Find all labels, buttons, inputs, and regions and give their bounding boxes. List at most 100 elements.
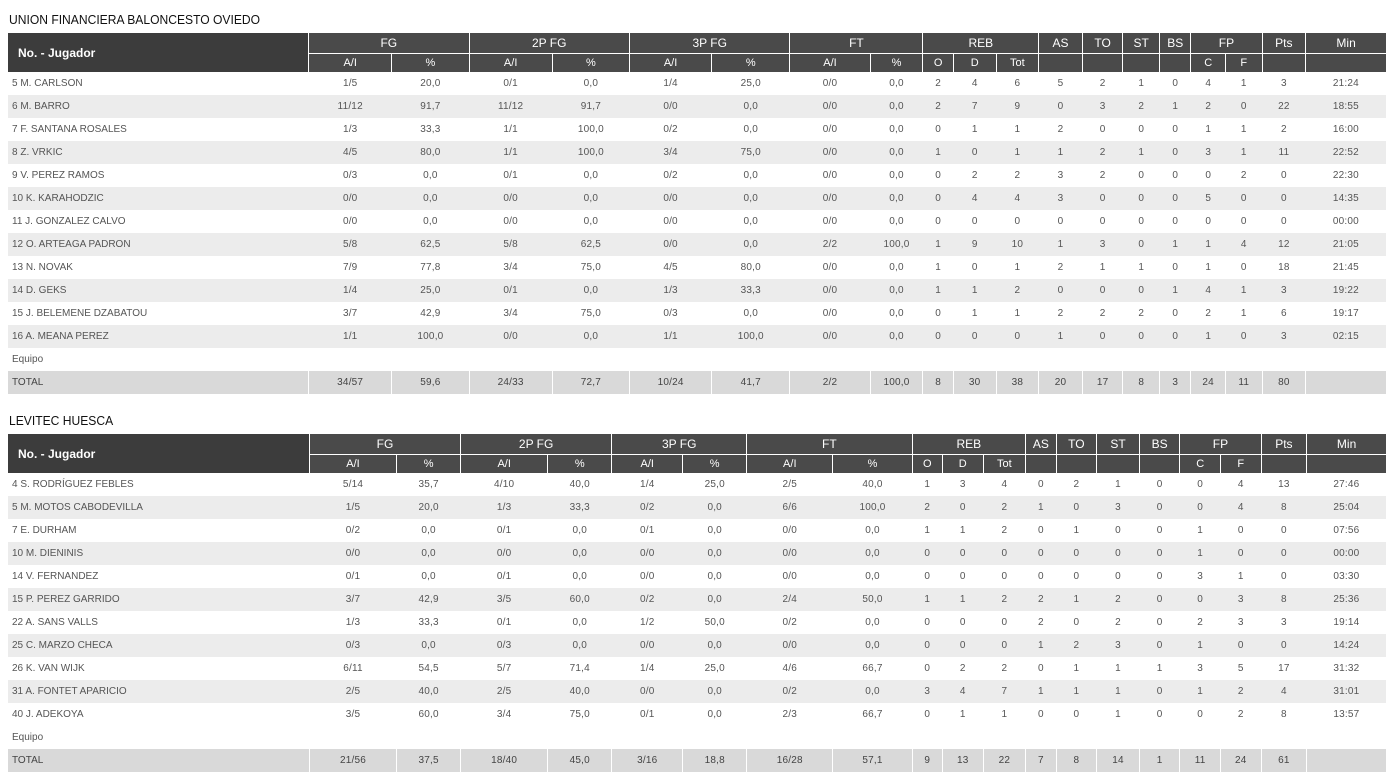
stat-bs: 0: [1139, 703, 1180, 726]
stat-reb-d: 0: [942, 634, 984, 657]
stat-st: 2: [1122, 302, 1160, 325]
stat-reb-tot: 0: [983, 634, 1026, 657]
stat-2p-ai: 5/7: [460, 657, 548, 680]
stat-2p-pct: 40,0: [547, 680, 612, 703]
total-fp-c: 11: [1179, 749, 1221, 772]
stat-bs: 1: [1139, 657, 1180, 680]
subheader-fp-c: C: [1190, 53, 1226, 72]
total-fp-f: 11: [1224, 371, 1262, 394]
stat-fg-ai: 1/3: [308, 118, 392, 141]
stat-ft-ai: 0/0: [789, 164, 871, 187]
stat-fg-pct: 0,0: [396, 565, 461, 588]
stat-fg-ai: 11/12: [308, 95, 392, 118]
player-name: 7 E. DURHAM: [8, 519, 310, 542]
team-title: UNION FINANCIERA BALONCESTO OVIEDO: [9, 12, 261, 27]
subheader-ft-ai: A/I: [746, 454, 833, 473]
total-reb-d: 13: [941, 749, 984, 772]
stat-fg-ai: 3/7: [309, 588, 397, 611]
stat-as: 0: [1025, 519, 1057, 542]
total-to: 8: [1055, 749, 1097, 772]
stat-3p-pct: 0,0: [711, 164, 790, 187]
empty-cell: [1159, 348, 1191, 371]
total-reb-d: 30: [952, 371, 997, 394]
stat-reb-o: 0: [912, 703, 943, 726]
total-min: [1305, 371, 1386, 394]
total-3p-pct: 41,7: [711, 371, 790, 394]
stat-ft-pct: 0,0: [832, 565, 913, 588]
stat-min: 27:46: [1306, 473, 1386, 496]
stat-to: 0: [1082, 279, 1123, 302]
stat-3p-ai: 1/4: [611, 657, 683, 680]
empty-cell: [1122, 348, 1160, 371]
empty-cell: [1139, 726, 1180, 749]
stat-pts: 22: [1262, 95, 1306, 118]
stat-fg-pct: 91,7: [391, 95, 470, 118]
stat-bs: 0: [1139, 565, 1180, 588]
stat-3p-pct: 33,3: [711, 279, 790, 302]
stat-as: 0: [1025, 565, 1057, 588]
stat-2p-pct: 0,0: [547, 542, 612, 565]
total-reb-o: 9: [911, 749, 943, 772]
stat-fp-f: 4: [1220, 473, 1262, 496]
stat-ft-pct: 0,0: [870, 164, 923, 187]
stat-reb-o: 1: [912, 519, 943, 542]
player-name: 15 P. PEREZ GARRIDO: [8, 588, 310, 611]
stat-st: 0: [1122, 279, 1160, 302]
stat-reb-o: 0: [922, 187, 954, 210]
stat-pts: 3: [1262, 72, 1306, 95]
stat-fp-c: 1: [1179, 519, 1221, 542]
stat-st: 0: [1122, 233, 1160, 256]
stat-3p-pct: 75,0: [711, 141, 790, 164]
stat-2p-pct: 91,7: [552, 95, 630, 118]
stat-bs: 0: [1159, 210, 1191, 233]
subheader-fg-ai: A/I: [308, 454, 397, 473]
stat-fg-ai: 2/5: [309, 680, 397, 703]
stat-fg-ai: 5/14: [309, 473, 397, 496]
stat-fp-f: 0: [1225, 95, 1262, 118]
stat-2p-ai: 3/4: [460, 703, 548, 726]
stat-2p-pct: 75,0: [552, 256, 630, 279]
stat-fp-f: 4: [1225, 233, 1262, 256]
subheader-as: [1025, 454, 1057, 473]
player-name: 10 K. KARAHODZIC: [8, 187, 309, 210]
stat-to: 3: [1082, 95, 1123, 118]
stat-reb-o: 0: [922, 325, 954, 348]
stat-2p-ai: 0/0: [469, 187, 553, 210]
stat-min: 02:15: [1305, 325, 1386, 348]
stat-fg-pct: 33,3: [396, 611, 461, 634]
total-fg-pct: 59,6: [391, 371, 470, 394]
stat-2p-ai: 0/1: [469, 279, 553, 302]
stat-reb-tot: 1: [983, 703, 1026, 726]
stat-min: 14:35: [1305, 187, 1386, 210]
stat-st: 0: [1096, 565, 1140, 588]
total-to: 17: [1081, 371, 1123, 394]
stat-pts: 0: [1262, 187, 1306, 210]
stat-bs: 1: [1159, 279, 1191, 302]
stat-fg-pct: 40,0: [396, 680, 461, 703]
empty-cell: [942, 726, 984, 749]
total-min: [1306, 749, 1386, 772]
stat-fg-pct: 0,0: [391, 164, 470, 187]
stat-3p-ai: 3/4: [629, 141, 712, 164]
stat-st: 3: [1096, 634, 1140, 657]
column-group-pts: Pts: [1261, 33, 1306, 54]
stat-2p-pct: 0,0: [552, 279, 630, 302]
stat-ft-ai: 0/0: [789, 325, 871, 348]
stat-to: 2: [1056, 634, 1097, 657]
total-st: 8: [1122, 371, 1160, 394]
stat-fg-pct: 33,3: [391, 118, 470, 141]
stat-3p-pct: 0,0: [711, 210, 790, 233]
column-group-fg: FG: [308, 33, 470, 54]
stat-fg-ai: 0/0: [309, 542, 397, 565]
stat-min: 18:55: [1305, 95, 1386, 118]
stat-reb-tot: 1: [996, 302, 1039, 325]
stat-fp-c: 5: [1190, 187, 1226, 210]
total-as: 20: [1038, 371, 1083, 394]
stat-fg-pct: 0,0: [391, 187, 470, 210]
stat-2p-ai: 1/1: [469, 118, 553, 141]
stat-fp-f: 0: [1220, 519, 1262, 542]
stat-st: 2: [1122, 95, 1160, 118]
stat-pts: 6: [1262, 302, 1306, 325]
column-group-to: TO: [1055, 434, 1097, 455]
subheader-2p-pct: %: [551, 53, 630, 72]
